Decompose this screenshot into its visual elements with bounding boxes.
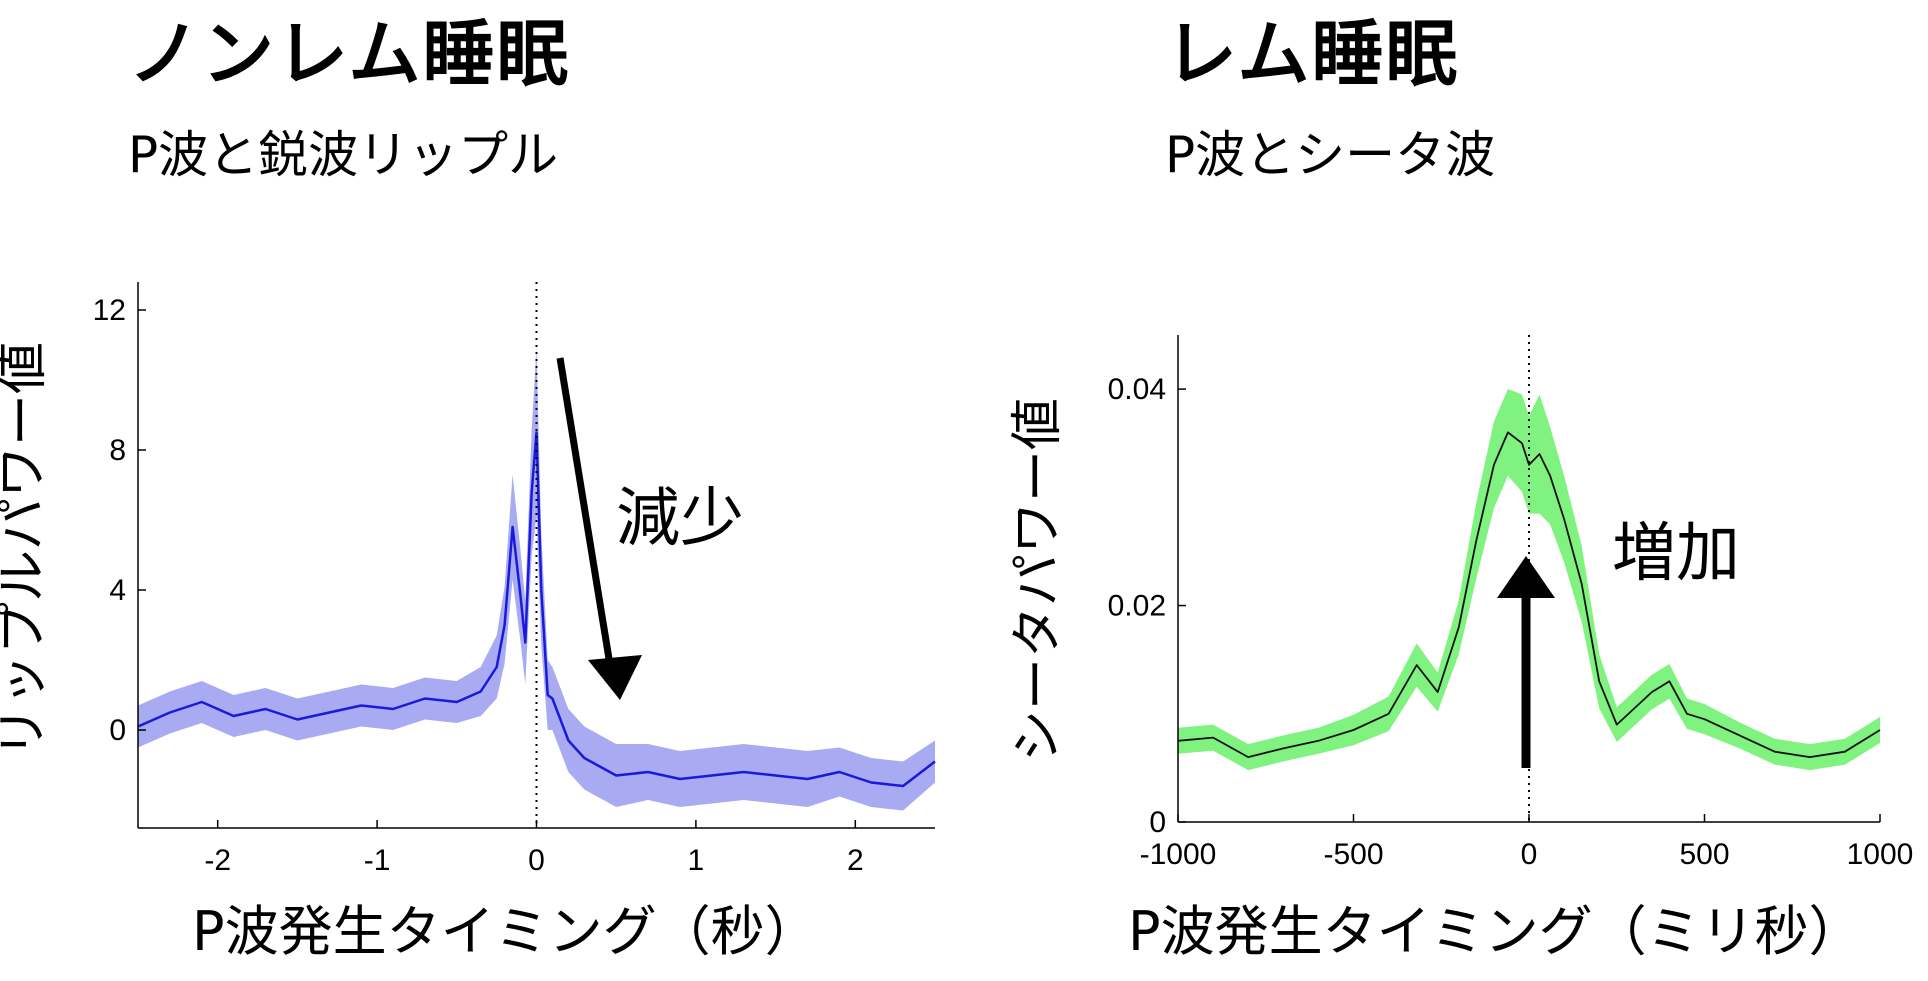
x-axis-title-nrem: P波発生タイミング（秒） — [192, 900, 819, 963]
y-axis-title: シータパワー値 — [1009, 398, 1067, 762]
x-tick-label: -500 — [1323, 838, 1383, 871]
y-tick-label: 8 — [109, 434, 126, 467]
y-tick-label: 0 — [109, 714, 126, 747]
increase-arrow-head — [1497, 556, 1555, 598]
y-tick-label: 4 — [109, 574, 126, 607]
y-tick-label: 0.02 — [1108, 590, 1166, 623]
y-axis-title: リップルパワー値 — [0, 342, 52, 758]
error-band — [138, 348, 935, 811]
x-tick-label: 500 — [1679, 838, 1729, 871]
chart-2: -1000 -500 0 500 1000 0 0.02 0.04 シータパワー値 — [1009, 335, 1913, 871]
panel-title-rem: レム睡眠 — [1165, 12, 1460, 96]
y-tick-label: 12 — [93, 294, 126, 327]
series-line — [1177, 431, 1881, 758]
x-tick-label: 1 — [688, 844, 705, 877]
x-tick-label: 2 — [847, 844, 864, 877]
panel-subtitle-nrem: P波と鋭波リップル — [128, 126, 559, 184]
x-tick-label: -1000 — [1140, 838, 1217, 871]
series-line — [137, 431, 936, 788]
decrease-label: 減少 — [616, 482, 744, 554]
decrease-arrow-shaft — [556, 357, 614, 666]
x-axis-title-rem: P波発生タイミング（ミリ秒） — [1128, 900, 1863, 963]
decrease-arrow-head — [588, 655, 642, 700]
increase-label: 増加 — [1612, 517, 1740, 589]
x-tick-label: -2 — [204, 844, 231, 877]
annotations: 減少 増加 — [556, 357, 1740, 768]
panel-title-nrem: ノンレム睡眠 — [128, 12, 571, 96]
panel-subtitle-rem: P波とシータ波 — [1165, 126, 1496, 184]
x-tick-label: -1 — [364, 844, 391, 877]
x-tick-label: 0 — [528, 844, 545, 877]
y-tick-label: 0.04 — [1108, 373, 1166, 406]
x-tick-label: 0 — [1521, 838, 1538, 871]
y-tick-label: 0 — [1149, 806, 1166, 839]
x-tick-label: 1000 — [1847, 838, 1914, 871]
